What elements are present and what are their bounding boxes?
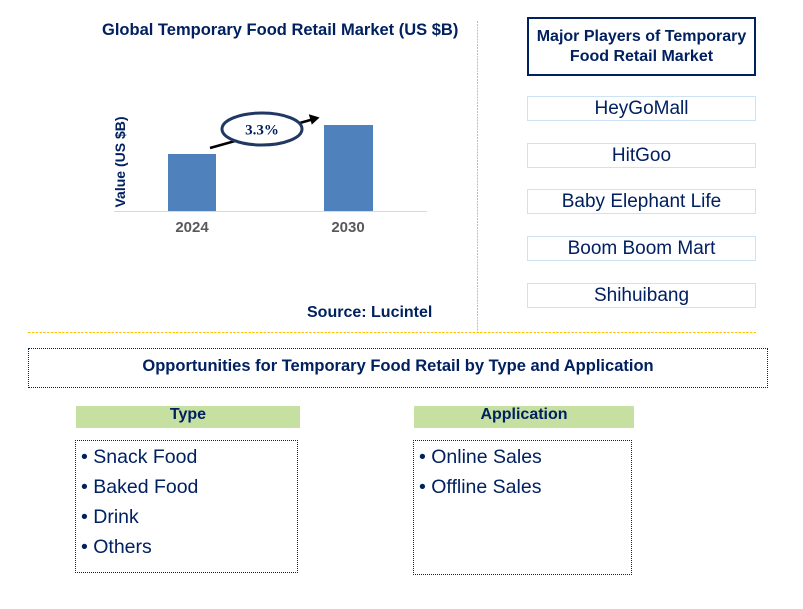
svg-text:3.3%: 3.3%: [245, 123, 279, 139]
